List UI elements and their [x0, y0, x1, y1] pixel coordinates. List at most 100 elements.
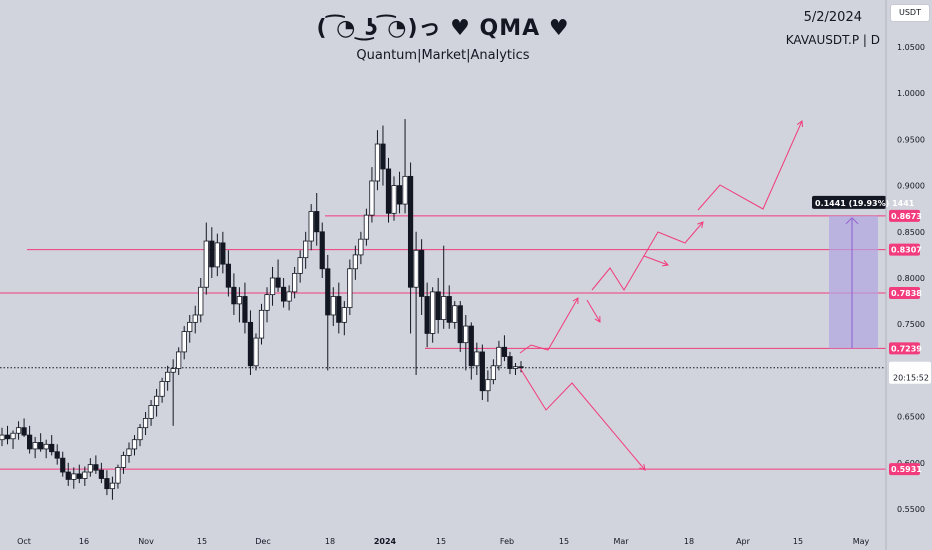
projection-line [643, 255, 669, 266]
level-price-text: 0.8307 [891, 246, 922, 255]
time-axis[interactable]: Oct 16 Nov 15 Dec 18 2024 15 Feb 15 Mar 18 Apr 15 May [17, 537, 869, 546]
level-price-text: 0.5931 [891, 465, 922, 474]
chart-date: 5/2/2024 [803, 10, 862, 25]
time-tick-label: Apr [736, 537, 751, 546]
candle-body [507, 356, 513, 369]
candle-body [308, 211, 314, 242]
candle-body [424, 296, 430, 334]
candle-body [82, 471, 88, 479]
candle-body [71, 473, 77, 480]
candle-body [148, 405, 154, 419]
measure-label-bg [812, 195, 886, 209]
time-tick-label: 18 [684, 537, 694, 546]
candle-body [0, 434, 5, 441]
candle-body [435, 291, 441, 320]
candle-body [120, 455, 127, 468]
level-price-tag [889, 342, 920, 355]
candle-body [187, 321, 193, 332]
price-tick-label: 0.5500 [897, 505, 925, 514]
candle-body [214, 242, 220, 268]
price-tick-label: 0.6500 [897, 413, 925, 422]
candle-body [374, 143, 381, 182]
candle-body [32, 442, 38, 450]
candle-body [314, 211, 320, 233]
time-tick-label: 15 [436, 537, 446, 546]
candle-body [87, 464, 93, 473]
candle-body [65, 471, 71, 480]
candle-body [159, 381, 165, 397]
candle-body [153, 395, 160, 406]
candle-body [142, 418, 149, 429]
candle-body [446, 296, 452, 323]
measure-label: 0.1441 (19.93%) 1441 [815, 199, 915, 208]
candle-body [297, 257, 303, 274]
candle-body [220, 242, 226, 265]
price-tick-label: 0.9000 [897, 182, 925, 191]
candle-body [93, 464, 99, 471]
candle-body [280, 286, 287, 302]
candle-body [485, 379, 491, 392]
candle-body [253, 337, 259, 367]
candle-body [15, 427, 22, 434]
candle-body [49, 443, 55, 453]
time-tick-label: Feb [500, 537, 514, 546]
candle-body [198, 286, 204, 316]
candle-body [247, 321, 254, 367]
candle-body [98, 469, 104, 479]
candle-body [76, 473, 82, 479]
candle-body [341, 307, 347, 323]
time-tick-label: Nov [138, 537, 154, 546]
candle-body [407, 175, 414, 288]
chart-subtitle: Quantum|Market|Analytics [356, 48, 530, 63]
candle-body [21, 427, 27, 436]
symbol-label: KAVAUSDT.P | D [785, 33, 880, 47]
level-price-text: 0.7838 [891, 289, 922, 298]
price-range-measure: 0.1441 (19.93%) 1441 [812, 195, 915, 349]
candle-body [468, 325, 474, 367]
price-tick-label: 0.9500 [897, 135, 925, 144]
projection-line [586, 299, 601, 323]
time-tick-label: 15 [197, 537, 207, 546]
currency-button[interactable]: USDT [890, 4, 930, 22]
candle-body [441, 296, 447, 320]
candle-body [336, 296, 342, 323]
level-price-tag [889, 243, 920, 256]
projection-paths [519, 120, 803, 471]
projection-arrowhead [697, 221, 704, 228]
projection-arrowhead [594, 315, 601, 323]
price-tick-label: 1.0500 [897, 43, 925, 52]
candle-body [27, 434, 33, 450]
candle-body [286, 291, 292, 302]
candle-body [452, 305, 458, 323]
projection-arrowhead [796, 120, 803, 128]
candle-body [319, 231, 325, 270]
candle-body [137, 427, 143, 441]
candle-body [131, 439, 138, 450]
candle-body [430, 291, 436, 334]
candle-body [192, 314, 198, 323]
price-tick-label: 1.0000 [897, 89, 925, 98]
candle-body [126, 448, 132, 456]
candle-body [242, 296, 248, 323]
candle-body [474, 351, 480, 367]
candle-body [363, 214, 370, 240]
candle-body [109, 482, 116, 490]
candle-body [347, 268, 353, 308]
price-labels: 0.8673 0.8307 0.7838 0.7239 0.5931 0.702920:1… [889, 209, 931, 476]
candle-body [330, 296, 336, 316]
measure-box [829, 215, 878, 349]
candle-body [358, 238, 364, 256]
last-price-tag [889, 361, 931, 384]
candle-body [501, 346, 508, 357]
level-price-text: 0.7239 [891, 344, 922, 353]
candle-body [4, 434, 11, 440]
candle-body [402, 175, 408, 205]
candle-body [181, 331, 187, 353]
candle-body [38, 442, 44, 450]
level-lines [0, 215, 886, 470]
projection-arrowhead [572, 297, 579, 305]
candle-body [490, 365, 496, 381]
price-tick-label: 0.7500 [897, 320, 925, 329]
candle-body [236, 296, 243, 305]
